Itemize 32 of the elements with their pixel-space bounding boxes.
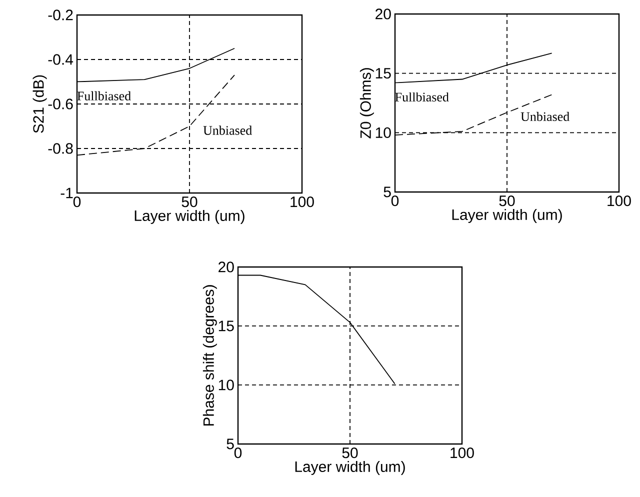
x-tick-label: 50 xyxy=(182,196,198,208)
y-tick-label: 15 xyxy=(376,68,391,79)
y-tick-label: -0.8 xyxy=(48,143,73,154)
y-tick-label: 5 xyxy=(226,438,234,450)
y-tick-label: 20 xyxy=(218,262,234,272)
x-axis-title: Layer width (um) xyxy=(134,210,244,224)
x-tick-label: 100 xyxy=(290,196,314,208)
y-axis-title: Phase shift (degrees) xyxy=(202,285,217,426)
y-tick-label: -0.2 xyxy=(48,10,73,20)
x-axis-title: Layer width (um) xyxy=(452,209,562,223)
x-tick-label: 0 xyxy=(234,448,242,458)
y-tick-label: 5 xyxy=(384,186,391,198)
y-tick-label: 20 xyxy=(376,8,391,20)
x-tick-label: 100 xyxy=(450,448,474,458)
series-label: Fullbiased xyxy=(395,92,449,102)
y-axis-title: S21 (dB) xyxy=(32,75,47,133)
y-tick-label: -0.6 xyxy=(48,98,73,110)
x-tick-label: 0 xyxy=(391,196,399,206)
x-axis-title: Layer width (um) xyxy=(295,461,405,475)
series-label: Fullbiased xyxy=(77,91,131,100)
y-tick-label: 10 xyxy=(376,127,391,138)
series-label: Unbiased xyxy=(203,126,252,135)
y-tick-label: -1 xyxy=(60,188,73,198)
y-tick-label: 10 xyxy=(218,380,234,390)
x-tick-label: 50 xyxy=(499,196,515,206)
y-tick-label: 15 xyxy=(218,320,234,332)
series-label: Unbiased xyxy=(520,112,570,122)
y-tick-label: -0.4 xyxy=(48,54,74,65)
x-tick-label: 100 xyxy=(608,196,631,206)
x-tick-label: 0 xyxy=(73,196,81,208)
y-axis-title: Z0 (Ohms) xyxy=(360,68,374,138)
x-tick-label: 50 xyxy=(342,448,358,458)
